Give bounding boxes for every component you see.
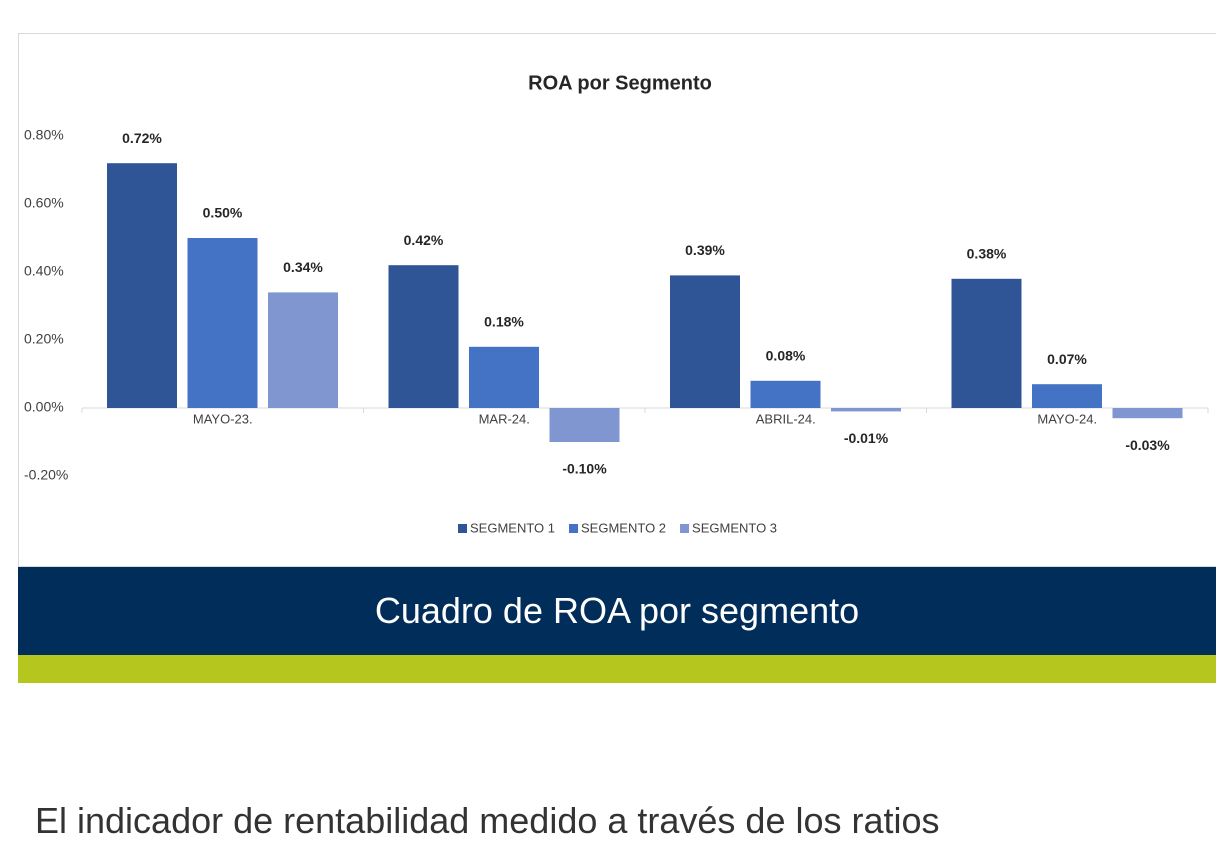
legend-label: SEGMENTO 1: [470, 520, 555, 535]
data-label: -0.10%: [562, 461, 607, 477]
bar: [268, 292, 338, 408]
data-label: 0.72%: [122, 130, 162, 146]
y-tick-label: 0.60%: [24, 195, 64, 211]
legend-label: SEGMENTO 3: [692, 520, 777, 535]
data-label: 0.42%: [404, 232, 444, 248]
caption: Cuadro de ROA por segmento: [18, 567, 1216, 655]
data-label: 0.38%: [967, 246, 1007, 262]
x-tick-label: MAYO-24.: [1037, 411, 1097, 426]
bar: [550, 408, 620, 442]
data-label: -0.01%: [844, 430, 889, 446]
y-tick-label: -0.20%: [24, 467, 68, 483]
legend-label: SEGMENTO 2: [581, 520, 666, 535]
bar: [389, 265, 459, 408]
bar: [952, 279, 1022, 408]
legend-swatch: [458, 524, 467, 533]
accent-bar: [18, 655, 1216, 683]
y-tick-label: 0.80%: [24, 127, 64, 143]
y-tick-label: 0.00%: [24, 399, 64, 415]
x-tick-label: MAYO-23.: [193, 411, 253, 426]
bar: [751, 381, 821, 408]
y-tick-label: 0.20%: [24, 331, 64, 347]
data-label: -0.03%: [1125, 437, 1170, 453]
y-tick-label: 0.40%: [24, 263, 64, 279]
data-label: 0.39%: [685, 242, 725, 258]
bar: [670, 275, 740, 408]
chart-title: ROA por Segmento: [528, 72, 712, 94]
bar: [1113, 408, 1183, 418]
bar: [469, 347, 539, 408]
chart: ROA por Segmento -0.20% 0.00% 0.20% 0.40% 0.…: [18, 33, 1216, 567]
x-tick-label: MAR-24.: [479, 411, 530, 426]
body-text: El indicador de rentabilidad medido a tr…: [35, 800, 940, 842]
data-label: 0.07%: [1047, 351, 1087, 367]
bar: [1032, 384, 1102, 408]
data-label: 0.50%: [203, 205, 243, 221]
legend-swatch: [680, 524, 689, 533]
data-label: 0.18%: [484, 314, 524, 330]
bar: [831, 408, 901, 411]
data-label: 0.34%: [283, 259, 323, 275]
legend-swatch: [569, 524, 578, 533]
bar: [188, 238, 258, 408]
data-label: 0.08%: [766, 348, 806, 364]
x-tick-label: ABRIL-24.: [756, 411, 816, 426]
bar: [107, 163, 177, 408]
